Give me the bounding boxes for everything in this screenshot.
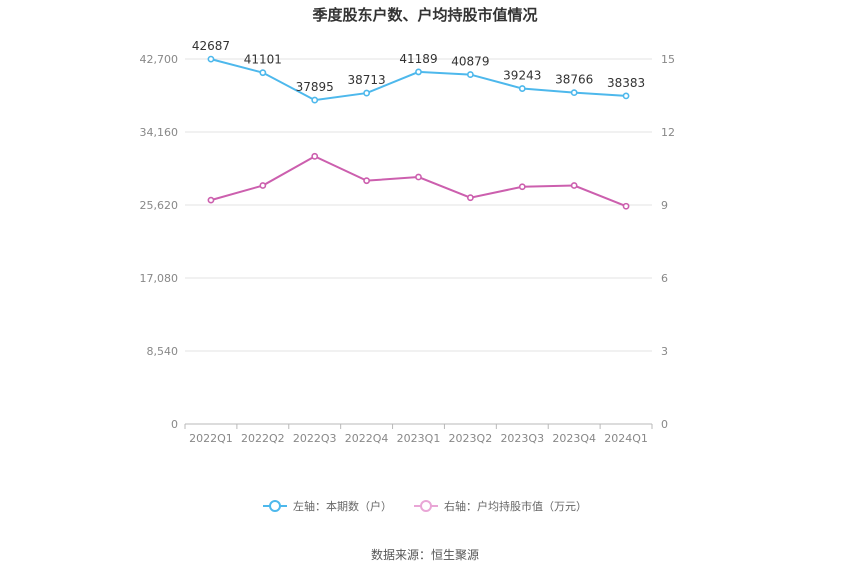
right-axis-tick-label: 12 xyxy=(661,126,675,139)
data-point-left xyxy=(466,71,474,78)
legend-swatch-left xyxy=(263,500,287,512)
data-point-right xyxy=(415,173,422,181)
data-point-left xyxy=(363,89,371,97)
left-axis-tick-label: 8,540 xyxy=(147,345,179,358)
legend-item-right-series[interactable]: 右轴：户均持股市值（万元） xyxy=(414,498,587,514)
legend-label-left: 左轴：本期数（户） xyxy=(293,500,392,513)
left-axis-tick-label: 0 xyxy=(171,418,178,431)
legend-swatch-right xyxy=(414,500,438,512)
data-label: 41189 xyxy=(399,52,437,66)
data-label: 38766 xyxy=(555,73,593,87)
x-axis-tick-label: 2023Q4 xyxy=(552,432,596,445)
data-point-left xyxy=(259,69,267,77)
x-axis-tick-label: 2023Q2 xyxy=(449,432,493,445)
x-axis-tick-label: 2022Q1 xyxy=(189,432,233,445)
data-point-right xyxy=(466,194,474,202)
data-label: 37895 xyxy=(296,80,334,94)
chart-title: 季度股东户数、户均持股市值情况 xyxy=(312,6,538,24)
data-point-left xyxy=(311,96,319,104)
data-point-right xyxy=(363,177,371,185)
data-label: 38713 xyxy=(348,73,386,87)
data-point-right xyxy=(311,152,319,160)
right-axis-tick-label: 6 xyxy=(661,272,668,285)
series-line-right xyxy=(210,155,627,208)
x-axis-tick-label: 2022Q4 xyxy=(345,432,389,445)
data-label: 39243 xyxy=(503,69,541,83)
legend-label-right: 右轴：户均持股市值（万元） xyxy=(444,500,587,513)
data-point-right xyxy=(570,182,578,189)
data-point-right xyxy=(259,182,267,189)
legend-item-left-series[interactable]: 左轴：本期数（户） xyxy=(263,498,392,514)
left-axis-tick-label: 42,700 xyxy=(140,53,179,66)
chart-legend: 左轴：本期数（户） 右轴：户均持股市值（万元） xyxy=(0,498,850,514)
x-axis-tick-label: 2024Q1 xyxy=(604,432,648,445)
x-axis-tick-label: 2022Q2 xyxy=(241,432,285,445)
data-point-left xyxy=(518,85,526,92)
data-label: 41101 xyxy=(244,53,282,67)
right-axis-tick-label: 9 xyxy=(661,199,668,212)
data-label: 40879 xyxy=(451,55,489,69)
data-source-note: 数据来源：恒生聚源 xyxy=(370,548,479,562)
data-point-left xyxy=(207,55,215,63)
data-point-right xyxy=(518,183,526,191)
right-axis-tick-label: 3 xyxy=(661,345,668,358)
data-label: 42687 xyxy=(192,39,230,53)
data-point-right xyxy=(622,202,630,210)
right-axis-tick-label: 15 xyxy=(661,53,675,66)
data-label: 38383 xyxy=(607,76,645,90)
data-point-left xyxy=(570,89,578,97)
data-point-left xyxy=(622,92,630,100)
data-point-right xyxy=(207,196,215,204)
x-axis-tick-label: 2022Q3 xyxy=(293,432,337,445)
right-axis-tick-label: 0 xyxy=(661,418,668,431)
left-axis-tick-label: 34,160 xyxy=(140,126,179,139)
data-point-left xyxy=(415,68,422,76)
left-axis-tick-label: 25,620 xyxy=(140,199,179,212)
x-axis-tick-label: 2023Q3 xyxy=(500,432,544,445)
left-axis-tick-label: 17,080 xyxy=(140,272,179,285)
x-axis-tick-label: 2023Q1 xyxy=(397,432,441,445)
